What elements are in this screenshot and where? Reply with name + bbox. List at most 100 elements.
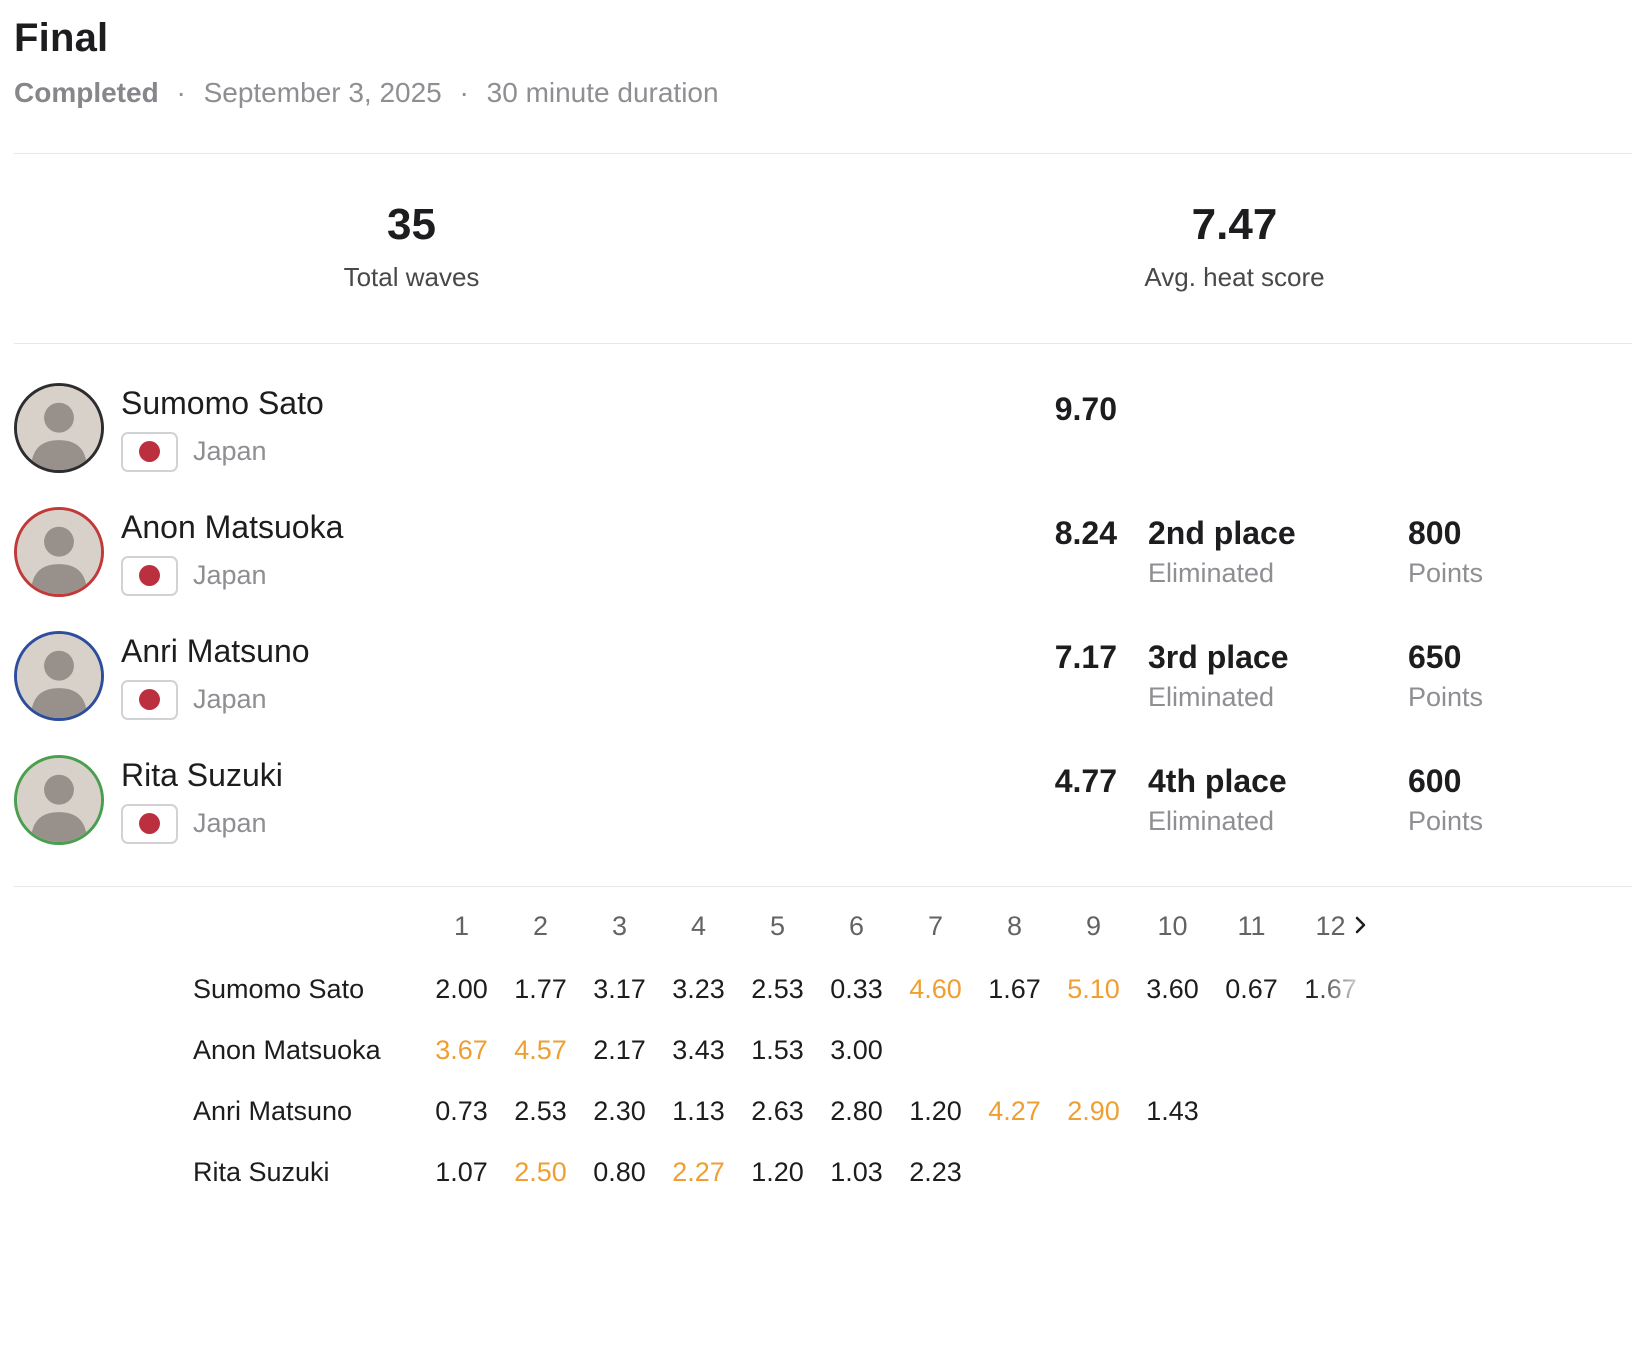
wave-column-header: 5	[769, 910, 786, 941]
chevron-right-icon	[1355, 916, 1366, 934]
athlete-points-block: 800 Points	[1408, 513, 1646, 591]
stat-total-waves: 35 Total waves	[0, 200, 823, 293]
athlete-place: 4th place	[1148, 763, 1287, 799]
athlete-place-block: 4th place Eliminated	[1148, 761, 1408, 839]
wave-row-athlete-name: Sumomo Sato	[193, 974, 365, 1004]
wave-score: 2.30	[593, 1096, 646, 1126]
athlete-country: Japan	[193, 808, 267, 838]
athlete-avatar	[14, 631, 104, 721]
wave-row-athlete-name: Anon Matsuoka	[193, 1035, 381, 1065]
wave-column-header: 11	[1237, 910, 1266, 941]
flag-dot	[139, 441, 160, 462]
athlete-name: Rita Suzuki	[121, 756, 283, 793]
wave-score: 4.60	[909, 974, 962, 1004]
flag-dot	[139, 813, 160, 834]
wave-score: 2.23	[909, 1157, 962, 1187]
heat-status: Completed	[14, 77, 159, 108]
stat-avg-heat-score: 7.47 Avg. heat score	[823, 200, 1646, 293]
athlete-points-block: 600 Points	[1408, 761, 1646, 839]
athlete-name: Sumomo Sato	[121, 384, 324, 421]
wave-score: 5.10	[1067, 974, 1120, 1004]
divider	[14, 343, 1632, 344]
athlete-avatar	[14, 507, 104, 597]
athlete-points: 600	[1408, 763, 1462, 799]
points-label: Points	[1408, 558, 1484, 588]
athlete-photo-placeholder	[17, 634, 101, 718]
wave-score: 2.80	[830, 1096, 883, 1126]
athlete-heat-score: 9.70	[1054, 390, 1117, 427]
athlete-country-row: Japan	[121, 679, 958, 720]
wave-score: 1.77	[514, 974, 567, 1004]
athlete-row: Rita Suzuki Japan 4.77 4th place Elimina…	[0, 738, 1646, 862]
separator-dot: ·	[176, 77, 186, 108]
wave-score: 4.27	[988, 1096, 1041, 1126]
wave-score-row: Anon Matsuoka 3.67 4.57 2.17 3.43 1.53 3.00	[0, 1020, 1646, 1081]
points-label: Points	[1408, 682, 1484, 712]
athlete-list: Sumomo Sato Japan 9.70 Anon Matsuoka	[0, 344, 1646, 886]
athlete-name: Anri Matsuno	[121, 632, 310, 669]
athlete-row: Anon Matsuoka Japan 8.24 2nd place Elimi…	[0, 490, 1646, 614]
wave-score: 1.67	[988, 974, 1041, 1004]
athlete-photo-placeholder	[17, 510, 101, 594]
wave-score: 2.00	[435, 974, 488, 1004]
wave-score: 2.90	[1067, 1096, 1120, 1126]
wave-column-header: 6	[848, 910, 865, 941]
athlete-country: Japan	[193, 560, 267, 590]
wave-score: 2.63	[751, 1096, 804, 1126]
wave-table-header: 1 2 3 4 5 6 7 8 9 10 11 12	[0, 903, 1646, 949]
flag-dot	[139, 565, 160, 586]
wave-column-header: 9	[1085, 910, 1102, 941]
heat-stats: 35 Total waves 7.47 Avg. heat score	[0, 154, 1646, 343]
wave-score: 3.23	[672, 974, 725, 1004]
athlete-country: Japan	[193, 436, 267, 466]
athlete-country-row: Japan	[121, 803, 958, 844]
next-waves-button[interactable]	[1346, 911, 1374, 939]
wave-score: 2.50	[514, 1157, 567, 1187]
athlete-heat-score: 4.77	[1054, 762, 1117, 799]
wave-score: 1.53	[751, 1035, 804, 1065]
athlete-place: 2nd place	[1148, 515, 1296, 551]
athlete-points-block: 650 Points	[1408, 637, 1646, 715]
wave-score: 3.67	[435, 1035, 488, 1065]
wave-column-header: 1	[453, 910, 470, 941]
wave-score-row: Rita Suzuki 1.07 2.50 0.80 2.27 1.20 1.03 2.23	[0, 1142, 1646, 1203]
divider	[14, 153, 1632, 154]
wave-table-rows: Sumomo Sato 2.00 1.77 3.17 3.23 2.53 0.33 4.60 1…	[0, 959, 1646, 1203]
wave-score: 0.67	[1225, 974, 1278, 1004]
wave-score-row: Sumomo Sato 2.00 1.77 3.17 3.23 2.53 0.33 4.60 1…	[0, 959, 1646, 1020]
athlete-place: 3rd place	[1148, 639, 1289, 675]
wave-score: 3.00	[830, 1035, 883, 1065]
athlete-points: 650	[1408, 639, 1462, 675]
wave-column-header: 3	[611, 910, 628, 941]
athlete-avatar	[14, 383, 104, 473]
wave-score: 1.43	[1146, 1096, 1199, 1126]
stat-label: Avg. heat score	[1144, 262, 1325, 292]
separator-dot: ·	[459, 77, 469, 108]
stat-value: 35	[387, 200, 436, 249]
wave-row-athlete-name: Rita Suzuki	[193, 1157, 330, 1187]
japan-flag-icon	[121, 803, 178, 844]
heat-date: September 3, 2025	[203, 77, 442, 108]
athlete-points: 800	[1408, 515, 1462, 551]
wave-score: 1.20	[751, 1157, 804, 1187]
heat-header: Final Completed · September 3, 2025 · 30…	[0, 0, 1646, 153]
athlete-place-block: 2nd place Eliminated	[1148, 513, 1408, 591]
wave-column-header: 10	[1157, 910, 1188, 941]
wave-score: 2.53	[514, 1096, 567, 1126]
heat-subtitle: Completed · September 3, 2025 · 30 minut…	[14, 77, 1632, 109]
athlete-name: Anon Matsuoka	[121, 508, 344, 545]
athlete-row: Anri Matsuno Japan 7.17 3rd place Elimin…	[0, 614, 1646, 738]
athlete-status: Eliminated	[1148, 558, 1275, 588]
wave-score: 1.20	[909, 1096, 962, 1126]
wave-score: 2.53	[751, 974, 804, 1004]
heat-title: Final	[14, 16, 109, 60]
athlete-info: Sumomo Sato Japan	[121, 385, 958, 472]
athlete-heat-score: 7.17	[1054, 638, 1117, 675]
athlete-place-block: 3rd place Eliminated	[1148, 637, 1408, 715]
japan-flag-icon	[121, 679, 178, 720]
wave-score: 3.43	[672, 1035, 725, 1065]
athlete-country: Japan	[193, 684, 267, 714]
points-label: Points	[1408, 806, 1484, 836]
wave-score: 1.67	[1304, 974, 1357, 1004]
